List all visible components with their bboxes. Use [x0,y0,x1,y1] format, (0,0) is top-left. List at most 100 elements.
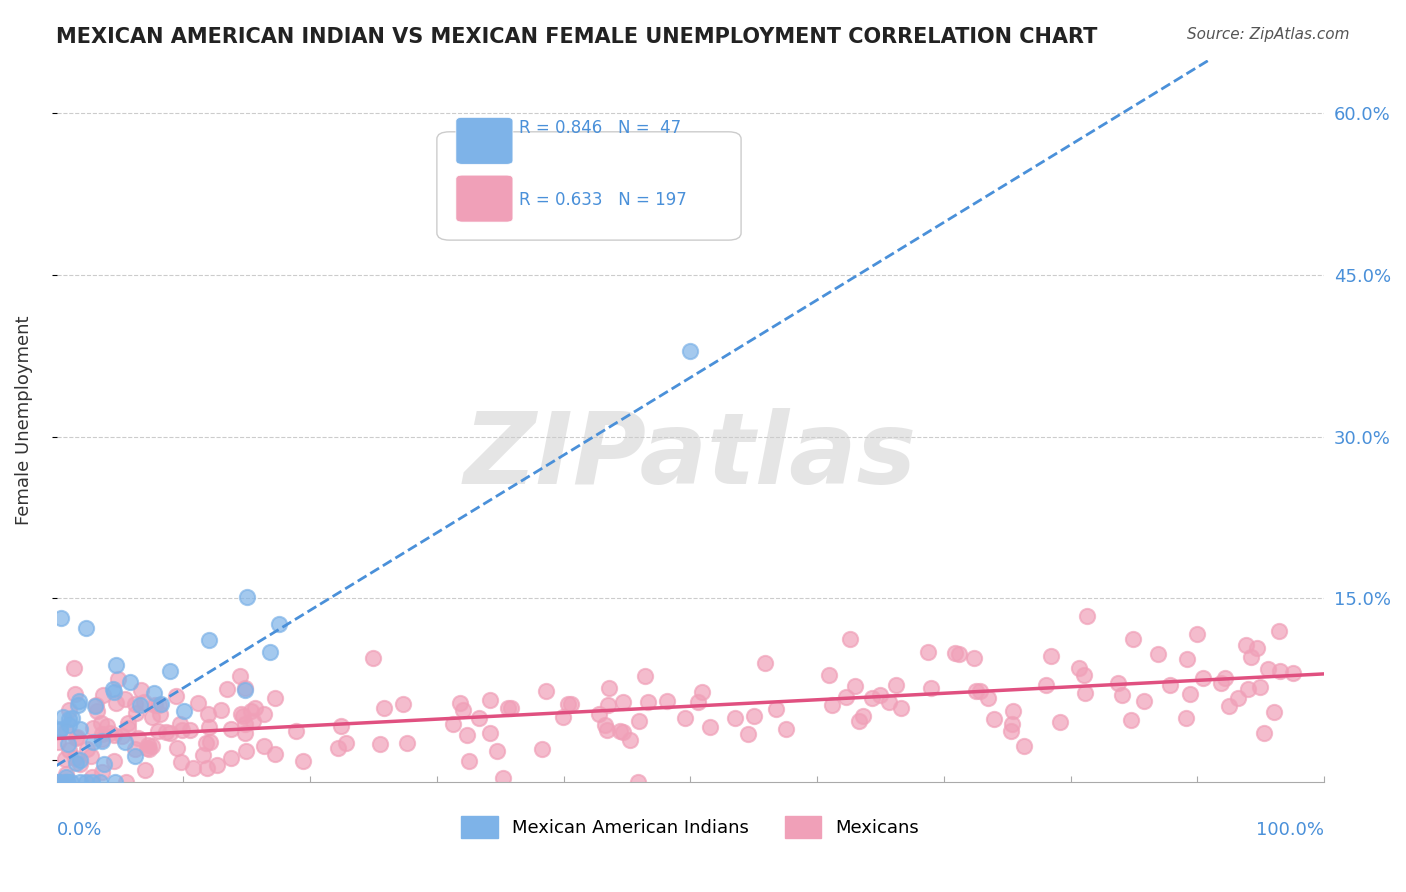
Point [197,707,219,722]
Point [229,706,252,721]
Point [560,697,582,711]
Point [200,734,222,748]
Point [117,721,139,735]
Point [134,695,156,709]
Point [56,774,79,789]
Point [765,701,787,715]
Point [965,683,987,698]
Point [209,703,232,717]
Point [449,696,471,710]
Point [236,591,259,605]
Point [55,723,77,738]
Point [1076,609,1098,624]
Point [335,736,357,750]
Point [165,689,187,703]
Point [195,736,218,750]
Point [66,730,89,744]
Point [1122,632,1144,647]
Point [243,701,266,715]
Point [48,774,70,789]
Point [53,752,76,766]
Point [1001,704,1024,718]
Point [82,721,104,735]
Point [90,727,112,741]
Point [242,714,264,728]
Point [91,688,114,702]
Point [76,742,98,756]
Point [136,739,159,753]
Point [948,648,970,662]
Point [75,621,97,635]
Point [686,695,709,709]
Point [134,764,156,778]
Point [215,682,238,697]
Point [46,774,69,789]
Text: ZIPatlas: ZIPatlas [464,409,917,505]
Point [58,737,80,751]
Point [55,770,77,784]
Point [612,724,634,739]
Point [89,774,111,789]
Point [125,706,148,720]
Point [1147,647,1170,661]
Point [49,723,72,737]
Point [917,645,939,659]
Point [141,739,163,753]
Point [82,735,104,749]
Point [395,736,418,750]
Point [124,748,146,763]
Point [197,720,219,734]
Point [598,698,620,713]
Point [1240,650,1263,665]
Point [259,645,281,659]
Point [264,747,287,761]
Point [233,725,256,739]
Point [869,688,891,702]
Point [835,690,858,705]
Point [149,707,172,722]
Point [451,703,474,717]
Point [742,708,765,723]
Point [91,733,114,747]
Point [58,704,80,718]
Point [104,657,127,672]
Point [58,743,80,757]
Point [232,708,254,723]
Point [737,726,759,740]
Point [129,683,152,698]
Point [69,757,91,772]
Point [114,692,136,706]
Point [235,744,257,758]
Point [457,754,479,768]
Point [63,751,86,765]
Point [69,774,91,789]
Point [239,704,262,718]
Point [1073,668,1095,682]
Point [1237,682,1260,697]
Point [496,700,519,714]
Point [46,774,69,789]
Point [291,754,314,768]
Point [1174,711,1197,725]
Point [155,724,177,739]
Point [1246,640,1268,655]
Point [65,731,87,745]
Point [63,661,86,675]
Point [90,731,112,746]
Point [1234,639,1257,653]
Point [1268,624,1291,638]
Point [170,756,193,770]
Point [392,697,415,711]
Point [844,679,866,693]
Point [114,735,136,749]
Point [1111,688,1133,702]
Point [267,616,290,631]
Point [1263,705,1285,719]
Point [612,694,634,708]
Point [441,717,464,731]
Point [468,711,491,725]
Point [1253,725,1275,739]
Point [1073,685,1095,699]
Point [103,681,125,696]
Point [166,740,188,755]
